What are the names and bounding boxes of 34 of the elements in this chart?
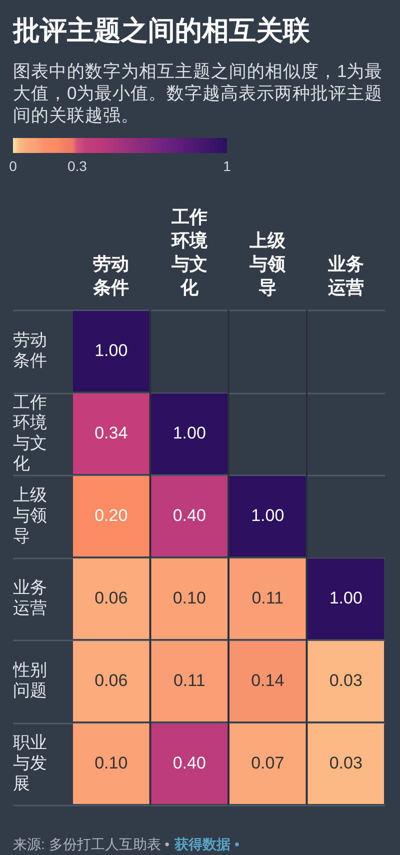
y-tick-label: 职业与发展	[13, 733, 47, 793]
data-label: 0.06	[94, 670, 128, 690]
data-label: 0.34	[94, 423, 128, 442]
x-tick-label: 劳动条件	[92, 254, 130, 298]
data-label: 0.06	[94, 588, 128, 608]
data-label: 1.00	[329, 588, 362, 608]
color-bar-label: 0.3	[67, 158, 87, 174]
data-label: 1.00	[172, 423, 206, 442]
y-tick-label: 劳动条件	[13, 330, 47, 370]
color-bar-label: 0	[9, 158, 17, 174]
source-note: 来源: 多份打工人互助表 •	[13, 836, 170, 852]
y-tick-label: 上级与领导	[13, 486, 47, 546]
data-label: 0.40	[172, 506, 206, 525]
x-tick-label: 工作环境与文化	[170, 207, 208, 298]
data-label: 0.40	[172, 753, 206, 772]
text: 获得数据 •	[174, 836, 240, 852]
data-label: 0.03	[329, 670, 362, 690]
data-label: 0.20	[94, 506, 128, 525]
data-label: 1.00	[251, 506, 284, 525]
data-label: 0.10	[172, 588, 206, 608]
data-label: 0.07	[251, 753, 284, 772]
data-label: 1.00	[94, 340, 128, 360]
data-label: 0.10	[94, 753, 128, 772]
y-tick-label: 工作环境与文化	[13, 392, 47, 474]
data-label: 0.11	[252, 588, 284, 608]
y-tick-label: 业务运营	[13, 578, 47, 618]
chart-subtitle: 图表中的数字为相互主题之间的相似度，1为最大值，0为最小值。数字越高表示两种批评主题间的关联越强。	[13, 60, 383, 125]
data-label: 0.11	[173, 670, 206, 690]
color-bar-label: 1	[223, 158, 231, 174]
chart-title: 批评主题之间的相互关联	[12, 15, 311, 46]
data-label: 0.03	[329, 753, 362, 772]
data-label: 0.14	[251, 670, 284, 690]
x-tick-label: 业务运营	[326, 254, 364, 298]
x-tick-label: 上级与领导	[248, 230, 287, 298]
